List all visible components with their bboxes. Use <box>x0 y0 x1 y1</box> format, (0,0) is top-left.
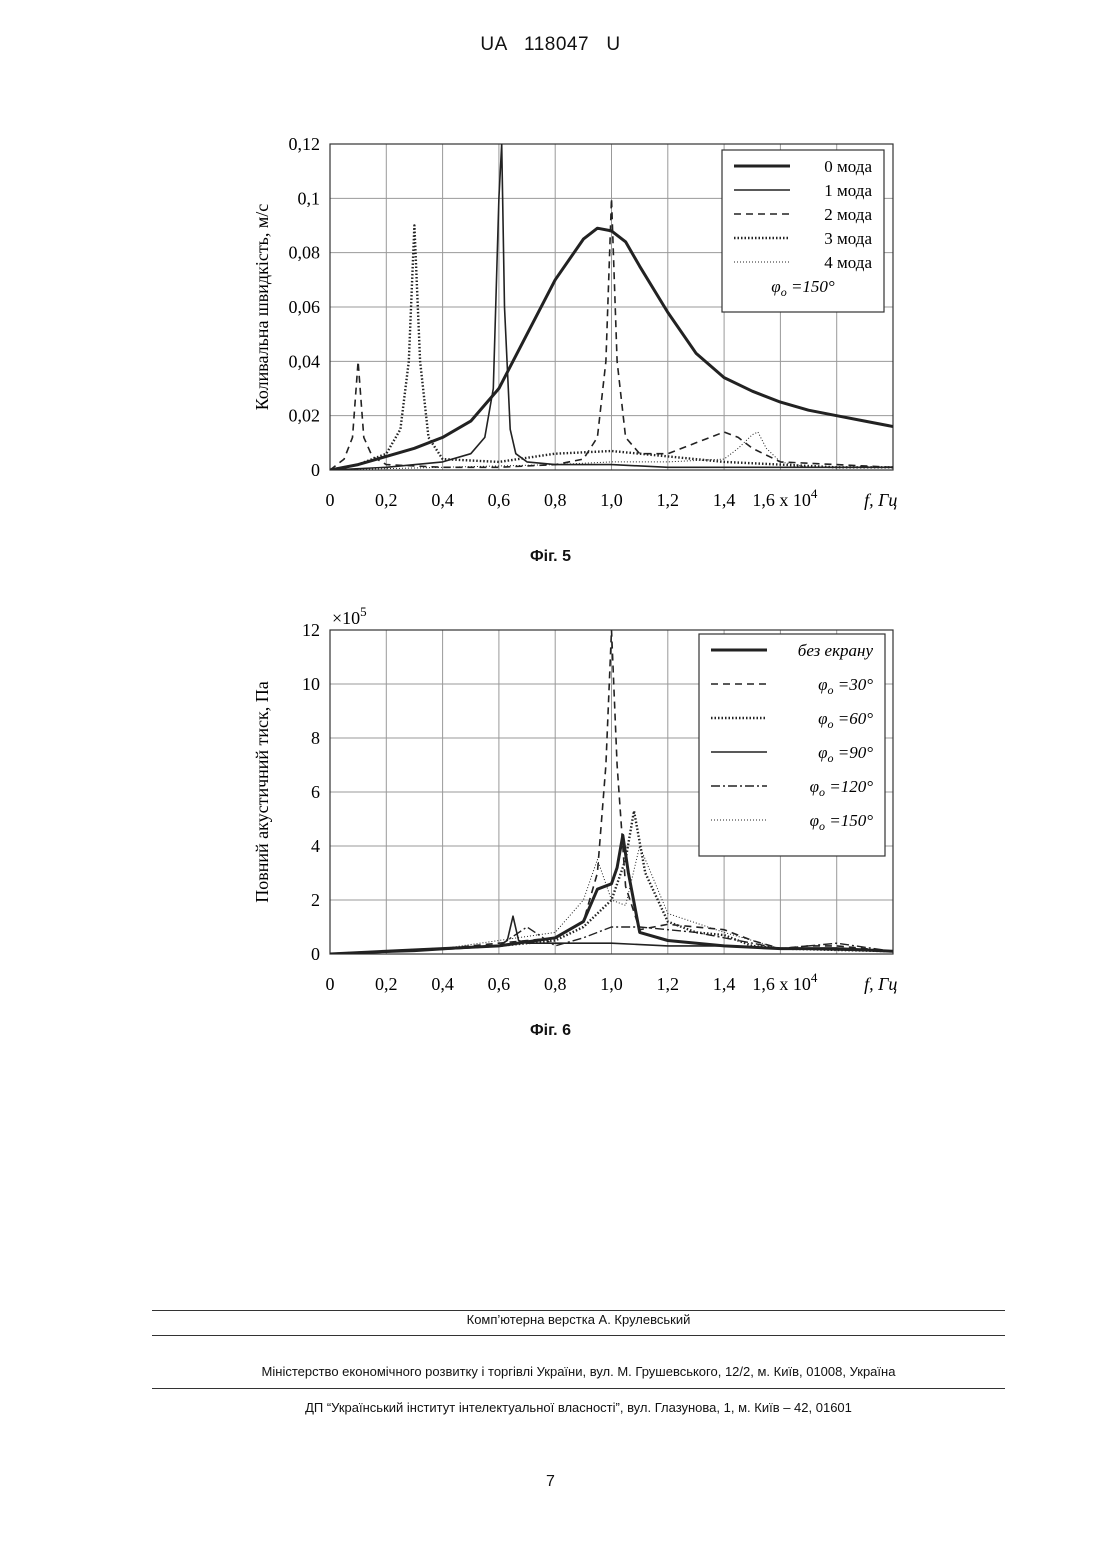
y-tick-label: 0 <box>311 944 320 964</box>
footer-ministry: Міністерство економічного розвитку і тор… <box>152 1364 1005 1379</box>
legend-phi: φ <box>810 777 819 796</box>
y-tick-label: 0,06 <box>289 297 321 317</box>
y-axis-multiplier-exponent: 5 <box>360 604 367 619</box>
legend-note-phi: φ <box>771 277 780 296</box>
footer-typesetting: Комп’ютерна верстка А. Крулевський <box>152 1312 1005 1327</box>
y-tick-label: 2 <box>311 890 320 910</box>
legend-label: 1 мода <box>824 181 872 200</box>
footer-rule-1 <box>152 1310 1005 1311</box>
x-axis-multiplier: 1,6 x 104 <box>752 970 818 994</box>
y-axis-label: Повний акустичний тиск, Па <box>252 681 272 903</box>
x-tick-label: 1,2 <box>657 490 680 510</box>
y-tick-label: 0,04 <box>289 351 321 371</box>
x-axis-multiplier: 1,6 x 104 <box>752 486 818 510</box>
footer-rule-2 <box>152 1335 1005 1336</box>
legend-label: без екрану <box>798 641 874 660</box>
y-axis-multiplier: ×105 <box>332 604 367 628</box>
legend-value: =120° <box>825 777 873 796</box>
legend-phi: φ <box>810 811 819 830</box>
figure-6-chart: 0 2 4 6 8 10 12 0 0,2 0,4 0,6 0,8 1,0 1,2 1,4 1,6 x 104… <box>0 600 1101 1020</box>
y-tick-label: 0,1 <box>298 188 321 208</box>
x-tick-label: 0 <box>326 490 335 510</box>
x-tick-label: 1,0 <box>600 490 623 510</box>
x-axis-unit: f, Гц <box>864 490 897 510</box>
legend-label: φo =60° <box>818 709 873 731</box>
legend-label: φo =30° <box>818 675 873 697</box>
x-tick-label: 0,2 <box>375 974 398 994</box>
x-axis-multiplier-exponent: 4 <box>811 970 818 985</box>
x-tick-label: 0,4 <box>431 974 454 994</box>
x-axis-unit: f, Гц <box>864 974 897 994</box>
y-tick-label: 10 <box>302 674 320 694</box>
legend-note-value: =150° <box>787 277 835 296</box>
x-axis-multiplier-exponent: 4 <box>811 486 818 501</box>
figure-5-caption: Фіг. 5 <box>0 548 1101 566</box>
x-tick-label: 0 <box>326 974 335 994</box>
y-tick-label: 4 <box>311 836 320 856</box>
legend-label: 0 мода <box>824 157 872 176</box>
legend-phi: φ <box>818 709 827 728</box>
figure-6-caption: Фіг. 6 <box>0 1022 1101 1040</box>
legend-value: =60° <box>833 709 873 728</box>
legend-label: φo =90° <box>818 743 873 765</box>
x-tick-label: 0,6 <box>488 490 511 510</box>
x-tick-label: 0,8 <box>544 974 567 994</box>
footer-institute: ДП “Український інститут інтелектуальної… <box>152 1400 1005 1415</box>
y-tick-label: 0 <box>311 460 320 480</box>
document-header: UA 118047 U <box>0 34 1101 56</box>
y-tick-label: 6 <box>311 782 320 802</box>
y-tick-label: 12 <box>302 620 320 640</box>
legend-phi: φ <box>818 743 827 762</box>
x-tick-label: 1,4 <box>713 974 736 994</box>
y-tick-label: 0,08 <box>289 243 321 263</box>
x-tick-label: 0,2 <box>375 490 398 510</box>
figure-5-chart: 0 0,02 0,04 0,06 0,08 0,1 0,12 0 0,2 0,4 0,6 0,8 1,0… <box>0 120 1101 560</box>
legend-value: =90° <box>833 743 873 762</box>
legend-label: 2 мода <box>824 205 872 224</box>
footer-rule-3 <box>152 1388 1005 1389</box>
legend-value: =150° <box>825 811 873 830</box>
x-tick-label: 0,6 <box>488 974 511 994</box>
x-tick-label: 1,2 <box>657 974 680 994</box>
y-axis-label: Коливальна швидкість, м/с <box>252 204 272 411</box>
legend-label: 3 мода <box>824 229 872 248</box>
legend-label: 4 мода <box>824 253 872 272</box>
y-tick-label: 0,02 <box>289 406 321 426</box>
y-tick-label: 0,12 <box>289 134 321 154</box>
x-tick-label: 1,0 <box>600 974 623 994</box>
legend-value: =30° <box>833 675 873 694</box>
x-tick-label: 0,8 <box>544 490 567 510</box>
y-tick-label: 8 <box>311 728 320 748</box>
legend-phi: φ <box>818 675 827 694</box>
x-tick-label: 1,4 <box>713 490 736 510</box>
x-tick-label: 0,4 <box>431 490 454 510</box>
page-number: 7 <box>0 1473 1101 1491</box>
